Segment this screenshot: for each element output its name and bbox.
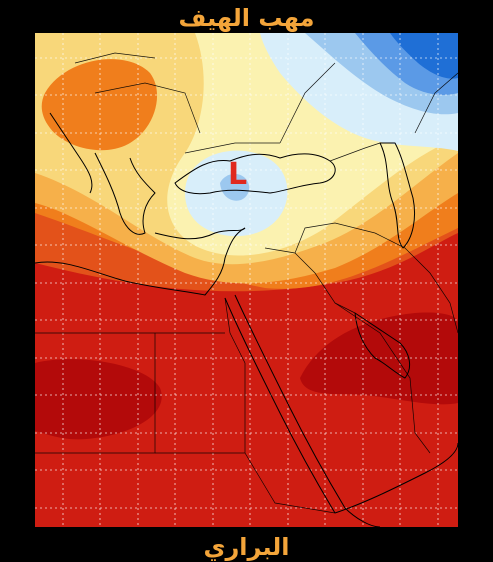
temperature-band-deep-red <box>35 233 458 527</box>
borders <box>35 52 458 514</box>
temperature-core-east <box>300 312 458 405</box>
temperature-core-northwest <box>41 59 158 151</box>
weather-map: L <box>35 33 458 527</box>
graticule <box>35 33 458 527</box>
temperature-core-west <box>35 359 162 440</box>
map-title-top: مهب الهيف <box>178 4 315 32</box>
temperature-band-deepblue-ne <box>390 33 458 79</box>
map-title-bottom: البراري <box>203 533 290 561</box>
coastlines <box>35 112 458 527</box>
low-pressure-marker: L <box>228 157 247 192</box>
cutoff-low-inner <box>220 173 250 201</box>
